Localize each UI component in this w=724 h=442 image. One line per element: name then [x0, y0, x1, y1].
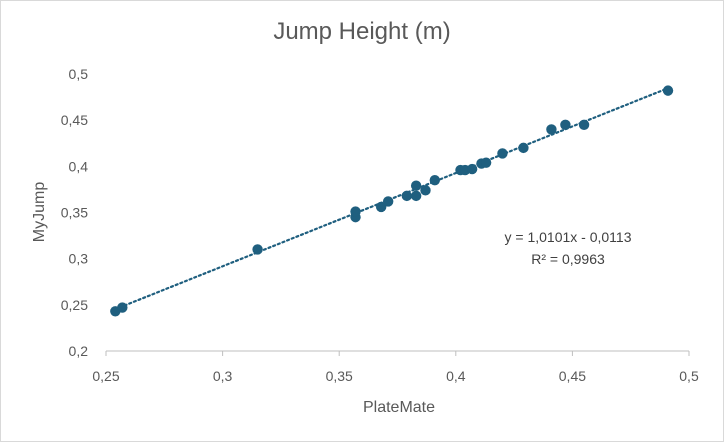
x-tick-label: 0,45 — [559, 368, 586, 384]
data-point — [252, 244, 263, 255]
y-axis-title: MyJump — [31, 182, 48, 243]
x-tick-label: 0,4 — [446, 368, 466, 384]
y-tick-label: 0,2 — [69, 343, 89, 359]
x-axis-title: PlateMate — [363, 399, 435, 416]
trendline-equation: y = 1,0101x - 0,0113 — [505, 229, 632, 245]
chart-title: Jump Height (m) — [273, 18, 451, 45]
data-point — [480, 157, 492, 168]
data-point — [466, 163, 478, 175]
trendline-r2: R² = 0,9963 — [531, 251, 605, 267]
data-point — [117, 302, 128, 313]
y-tick-label: 0,4 — [69, 158, 89, 174]
data-point — [410, 190, 422, 202]
data-point — [518, 142, 529, 154]
x-tick-label: 0,3 — [213, 368, 233, 384]
x-tick-label: 0,5 — [679, 368, 699, 384]
data-point — [382, 196, 394, 207]
y-tick-label: 0,5 — [69, 66, 89, 82]
data-point — [429, 174, 441, 186]
data-point — [420, 185, 431, 196]
data-point — [662, 85, 674, 96]
y-tick-label: 0,25 — [61, 297, 88, 313]
data-point — [401, 190, 413, 202]
y-tick-label: 0,45 — [61, 112, 88, 128]
y-tick-label: 0,35 — [61, 205, 88, 221]
data-point — [497, 148, 508, 159]
data-point — [375, 201, 387, 213]
x-tick-label: 0,35 — [326, 368, 353, 384]
data-point — [578, 119, 590, 130]
y-tick-label: 0,3 — [69, 251, 89, 267]
data-point — [560, 119, 571, 130]
x-tick-label: 0,25 — [92, 368, 119, 384]
data-point — [546, 124, 557, 135]
data-point — [350, 206, 361, 217]
data-point — [410, 180, 422, 191]
